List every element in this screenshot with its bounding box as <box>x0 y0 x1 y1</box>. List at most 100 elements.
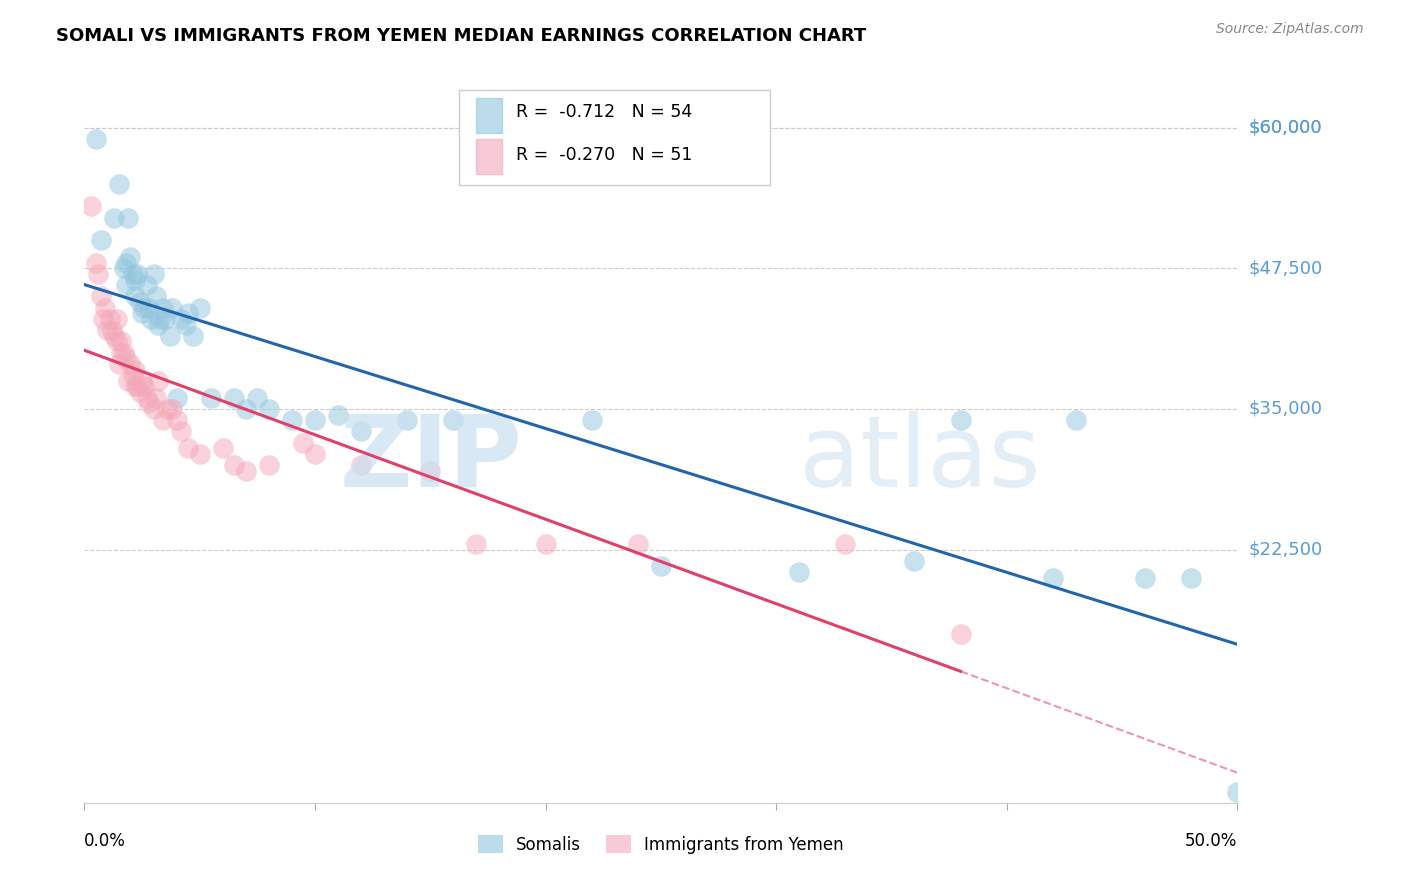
Point <box>188 447 211 461</box>
Point <box>160 301 183 315</box>
Point <box>124 289 146 303</box>
Point <box>142 401 165 416</box>
Text: $60,000: $60,000 <box>1249 119 1322 136</box>
Point <box>350 425 373 439</box>
Point <box>257 458 280 473</box>
Point <box>257 401 280 416</box>
Point <box>80 199 103 213</box>
Point <box>396 413 419 427</box>
Point <box>146 374 169 388</box>
Point <box>1133 571 1156 585</box>
Point <box>281 413 304 427</box>
Text: $35,000: $35,000 <box>1249 400 1323 418</box>
Point <box>170 312 193 326</box>
Point <box>465 537 488 551</box>
Point <box>94 301 117 315</box>
Point <box>105 312 128 326</box>
Point <box>166 391 188 405</box>
Point <box>110 345 132 359</box>
Point <box>112 261 135 276</box>
Point <box>84 255 107 269</box>
Point <box>89 289 111 303</box>
Point <box>627 537 650 551</box>
Point <box>211 442 233 456</box>
Point <box>650 559 672 574</box>
Point <box>246 391 269 405</box>
Point <box>181 328 204 343</box>
Point <box>235 401 257 416</box>
Point <box>441 413 464 427</box>
Text: $47,500: $47,500 <box>1249 260 1323 277</box>
Text: atlas: atlas <box>799 410 1040 508</box>
Point <box>834 537 856 551</box>
Text: R =  -0.270   N = 51: R = -0.270 N = 51 <box>516 145 692 164</box>
Point <box>350 458 373 473</box>
Point <box>115 351 138 366</box>
Point <box>152 301 174 315</box>
Text: R =  -0.712   N = 54: R = -0.712 N = 54 <box>516 103 692 120</box>
Point <box>134 301 156 315</box>
Point <box>103 328 125 343</box>
Point <box>224 391 246 405</box>
Point <box>149 312 172 326</box>
Point <box>108 357 131 371</box>
Point <box>145 391 167 405</box>
Point <box>145 289 167 303</box>
Point <box>121 368 143 383</box>
Point <box>98 312 121 326</box>
Point <box>166 413 188 427</box>
Point <box>84 132 107 146</box>
Point <box>174 318 197 332</box>
Point <box>105 334 128 349</box>
Text: 0.0%: 0.0% <box>84 832 127 850</box>
Point <box>112 345 135 359</box>
Point <box>135 278 157 293</box>
Point <box>903 554 925 568</box>
Point <box>1042 571 1064 585</box>
Point <box>120 250 142 264</box>
Point <box>787 565 810 579</box>
Text: Source: ZipAtlas.com: Source: ZipAtlas.com <box>1216 22 1364 37</box>
Point <box>121 267 143 281</box>
Point <box>235 464 257 478</box>
Point <box>200 391 222 405</box>
Point <box>419 464 441 478</box>
Point <box>117 211 139 225</box>
Point <box>304 447 326 461</box>
Point <box>177 306 200 320</box>
Point <box>128 295 150 310</box>
Point <box>1064 413 1087 427</box>
Point <box>101 323 124 337</box>
Text: ZIP: ZIP <box>340 410 523 508</box>
Point <box>128 385 150 400</box>
Point <box>142 267 165 281</box>
FancyBboxPatch shape <box>460 90 770 185</box>
Point <box>131 306 153 320</box>
Point <box>292 435 315 450</box>
Point <box>156 401 179 416</box>
Text: $22,500: $22,500 <box>1249 541 1323 558</box>
Point <box>138 301 160 315</box>
Point <box>127 267 149 281</box>
Text: SOMALI VS IMMIGRANTS FROM YEMEN MEDIAN EARNINGS CORRELATION CHART: SOMALI VS IMMIGRANTS FROM YEMEN MEDIAN E… <box>56 27 866 45</box>
Point <box>138 396 160 410</box>
Point <box>108 177 131 191</box>
Point <box>581 413 603 427</box>
Point <box>103 211 125 225</box>
Point <box>117 374 139 388</box>
Point <box>159 328 181 343</box>
Point <box>127 379 149 393</box>
Legend: Somalis, Immigrants from Yemen: Somalis, Immigrants from Yemen <box>471 829 851 860</box>
Point <box>152 413 174 427</box>
Point <box>124 362 146 376</box>
Point <box>135 391 157 405</box>
Point <box>146 318 169 332</box>
Point <box>188 301 211 315</box>
Point <box>96 323 118 337</box>
FancyBboxPatch shape <box>477 98 502 133</box>
Point <box>134 379 156 393</box>
Point <box>304 413 326 427</box>
Point <box>224 458 246 473</box>
Point <box>110 334 132 349</box>
Point <box>1226 784 1249 798</box>
